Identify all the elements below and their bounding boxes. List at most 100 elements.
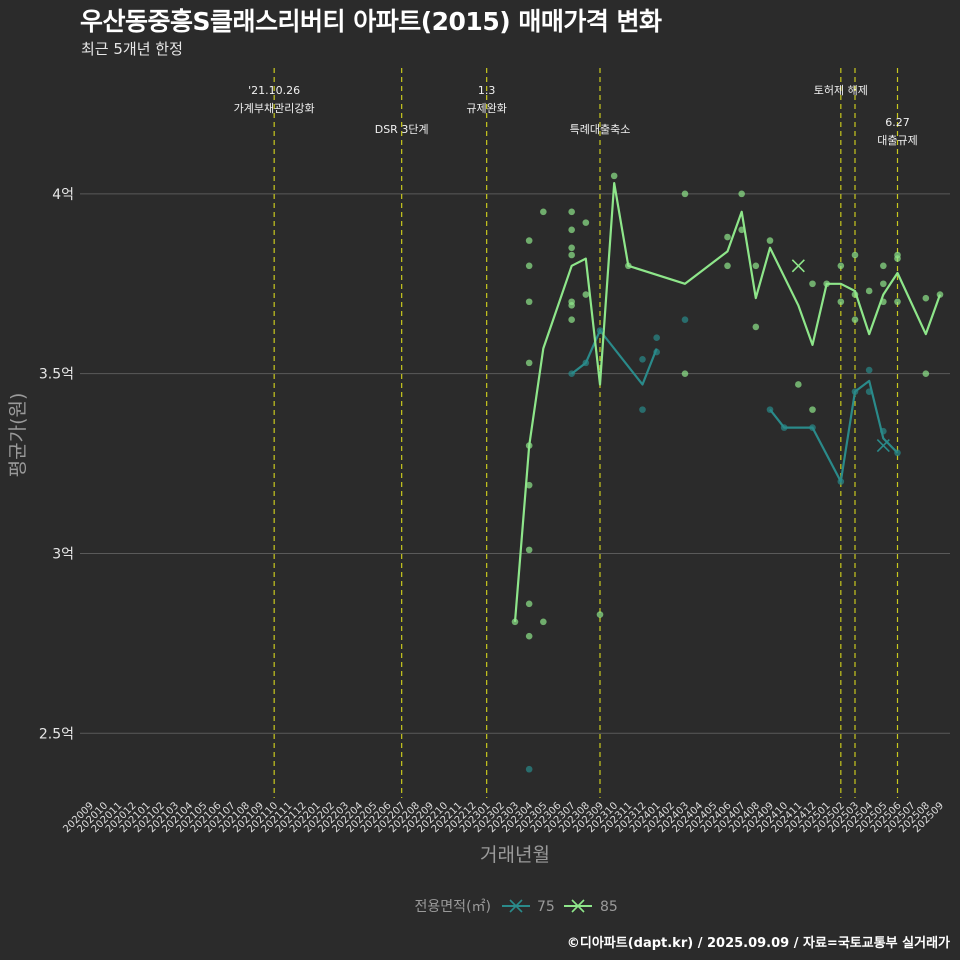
data-point-75 xyxy=(865,366,873,374)
cross-marker-75 xyxy=(876,439,890,453)
series-points xyxy=(511,172,944,773)
policy-label: 토허제 해제 xyxy=(814,83,868,97)
data-point-85 xyxy=(837,298,845,306)
cross-marker-85 xyxy=(791,259,805,273)
policy-label: DSR 3단계 xyxy=(375,123,429,136)
data-point-85 xyxy=(823,280,830,288)
series-lines xyxy=(513,182,942,622)
data-point-85 xyxy=(851,316,859,324)
data-point-85 xyxy=(610,172,618,180)
data-point-85 xyxy=(724,262,731,270)
data-point-75 xyxy=(568,370,575,377)
data-point-75 xyxy=(653,334,660,342)
series-line-75 xyxy=(769,379,899,483)
data-point-75 xyxy=(681,316,689,324)
data-point-85 xyxy=(625,262,632,270)
data-point-85 xyxy=(525,442,533,449)
policy-label: 가계부채관리강화 xyxy=(234,102,315,115)
data-point-85 xyxy=(922,370,930,377)
data-point-85 xyxy=(540,618,547,626)
legend-label-75: 75 xyxy=(537,899,555,915)
data-point-75 xyxy=(653,348,660,356)
legend-title: 전용면적(㎡) xyxy=(415,899,491,915)
policy-label: 특례대출축소 xyxy=(570,123,631,136)
data-point-85 xyxy=(738,190,745,198)
y-axis-ticks: 2.5억 3억 3.5억 4억 xyxy=(39,187,74,742)
data-point-85 xyxy=(511,618,519,626)
data-point-75 xyxy=(639,355,646,363)
data-point-85 xyxy=(568,208,575,216)
legend-label-85: 85 xyxy=(600,899,618,915)
data-point-75 xyxy=(596,327,604,334)
data-point-75 xyxy=(780,424,788,431)
data-point-85 xyxy=(525,481,533,489)
policy-label: '21.10.26 xyxy=(248,84,300,97)
data-point-85 xyxy=(568,226,575,234)
data-point-85 xyxy=(880,262,887,270)
data-point-85 xyxy=(582,291,590,298)
y-tick-label: 2.5억 xyxy=(39,726,74,742)
data-point-75 xyxy=(837,478,845,485)
data-point-85 xyxy=(525,298,533,306)
gridlines xyxy=(80,193,950,734)
data-point-85 xyxy=(865,287,873,295)
data-point-85 xyxy=(525,600,533,608)
data-point-85 xyxy=(525,262,533,270)
data-point-75 xyxy=(525,765,533,773)
data-point-85 xyxy=(596,611,604,618)
legend: 전용면적(㎡) 75 85 xyxy=(415,899,618,915)
y-tick-label: 4억 xyxy=(52,187,74,203)
data-point-85 xyxy=(936,291,944,298)
data-point-85 xyxy=(568,251,575,259)
policy-label: 1.3 xyxy=(478,84,496,97)
data-point-85 xyxy=(681,370,689,377)
data-point-85 xyxy=(738,226,745,234)
series-line-85 xyxy=(513,182,942,622)
data-point-85 xyxy=(766,237,774,244)
data-point-85 xyxy=(568,244,575,252)
data-point-85 xyxy=(795,381,802,388)
data-point-75 xyxy=(766,406,774,413)
data-point-75 xyxy=(582,359,590,367)
chart-subtitle: 최근 5개년 한정 xyxy=(81,40,183,58)
data-point-85 xyxy=(525,546,533,554)
chart-title: 우산동중흥S클래스리버티 아파트(2015) 매매가격 변화 xyxy=(80,7,662,36)
data-point-85 xyxy=(880,280,887,288)
data-point-85 xyxy=(894,255,901,262)
data-point-75 xyxy=(639,406,646,413)
data-point-75 xyxy=(880,427,887,435)
data-point-85 xyxy=(568,302,575,309)
data-point-85 xyxy=(837,262,845,270)
y-tick-label: 3.5억 xyxy=(39,367,74,383)
data-point-85 xyxy=(809,280,816,288)
data-point-85 xyxy=(894,298,901,306)
y-axis-title: 평균가(원) xyxy=(7,393,29,478)
data-point-75 xyxy=(851,388,859,395)
y-tick-label: 3억 xyxy=(52,546,74,562)
data-point-85 xyxy=(525,359,533,367)
policy-label: 규제완화 xyxy=(466,102,506,115)
data-point-75 xyxy=(809,424,816,431)
policy-lines xyxy=(273,68,899,798)
data-point-85 xyxy=(525,237,533,244)
policy-label: 대출규제 xyxy=(877,134,917,147)
data-point-75 xyxy=(865,388,873,395)
x-axis-ticks: 2020092020102020112020122021012021022021… xyxy=(61,800,946,835)
data-point-85 xyxy=(880,298,887,306)
legend-key-85 xyxy=(564,899,592,913)
policy-label: 6.27 xyxy=(885,116,910,129)
data-point-85 xyxy=(582,219,590,226)
data-point-85 xyxy=(525,632,533,640)
data-point-75 xyxy=(894,449,901,457)
data-point-85 xyxy=(724,233,731,241)
data-point-85 xyxy=(681,190,689,198)
data-point-85 xyxy=(851,251,859,259)
data-point-85 xyxy=(540,208,547,216)
data-point-85 xyxy=(809,406,816,413)
data-point-85 xyxy=(752,323,760,331)
data-point-85 xyxy=(851,291,859,298)
legend-key-75 xyxy=(502,899,530,913)
source-caption: ©디아파트(dapt.kr) / 2025.09.09 / 자료=국토교통부 실… xyxy=(566,936,950,951)
